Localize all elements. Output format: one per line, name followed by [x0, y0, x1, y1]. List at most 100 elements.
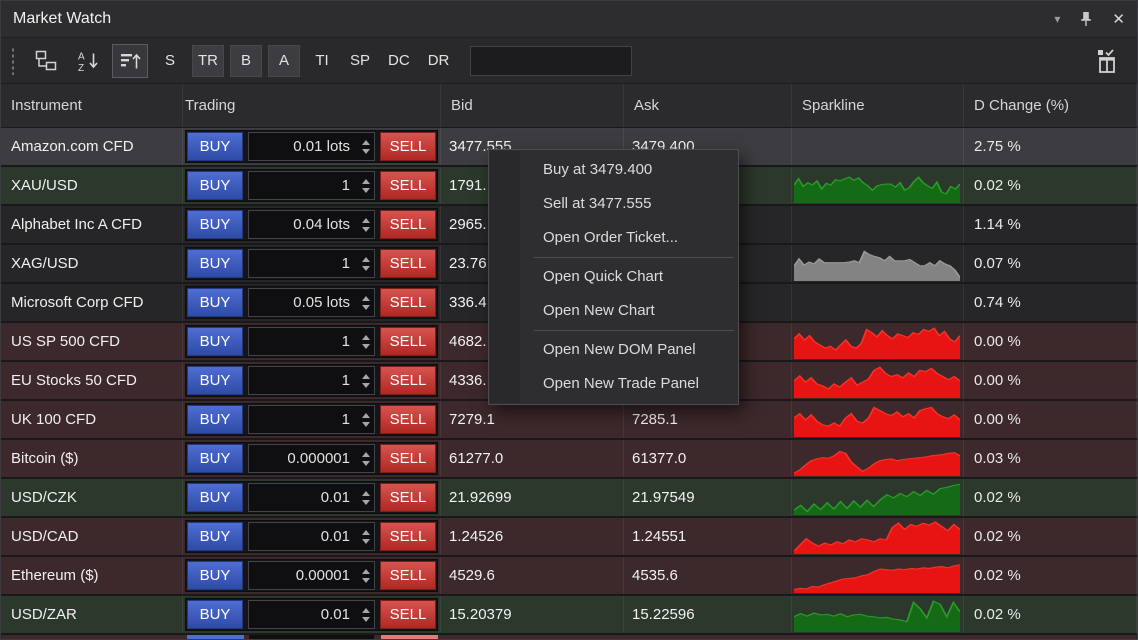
quantity-stepper[interactable]: 0.000001 — [248, 444, 375, 473]
ask-cell[interactable]: 21.97549 — [624, 479, 792, 516]
toolbar-filter-dc[interactable]: DC — [388, 52, 410, 69]
stepper-down-icon[interactable] — [361, 304, 370, 310]
context-menu-item-open-quick-chart[interactable]: Open Quick Chart — [543, 268, 664, 285]
stepper-up-icon[interactable] — [361, 139, 370, 145]
stepper-up-icon[interactable] — [361, 490, 370, 496]
stepper-up-icon[interactable] — [361, 295, 370, 301]
stepper-down-icon[interactable] — [361, 616, 370, 622]
buy-button[interactable]: BUY — [187, 600, 243, 629]
context-menu-item-open-new-chart[interactable]: Open New Chart — [543, 302, 655, 319]
drag-grip-icon[interactable] — [11, 46, 15, 75]
toolbar-filter-a[interactable]: A — [268, 44, 300, 77]
instrument-cell[interactable]: Bitcoin ($) — [1, 440, 183, 477]
toolbar-filter-sp[interactable]: SP — [350, 52, 371, 69]
toolbar-filter-dr[interactable]: DR — [427, 52, 450, 69]
ask-cell[interactable]: 15.22596 — [624, 596, 792, 633]
buy-button[interactable]: BUY — [187, 444, 243, 473]
buy-button[interactable]: BUY — [187, 405, 243, 434]
stepper-down-icon[interactable] — [361, 382, 370, 388]
sell-button[interactable]: SELL — [380, 327, 436, 356]
ask-cell[interactable]: 61377.0 — [624, 440, 792, 477]
quantity-stepper[interactable]: 0.00001 — [248, 561, 375, 590]
buy-button[interactable]: BUY — [187, 210, 243, 239]
stepper-down-icon[interactable] — [361, 499, 370, 505]
ask-cell[interactable]: 1.24551 — [624, 518, 792, 555]
instrument-cell[interactable]: Microsoft Corp CFD — [1, 284, 183, 321]
stepper-down-icon[interactable] — [361, 421, 370, 427]
stepper-up-icon[interactable] — [361, 256, 370, 262]
sell-button[interactable]: SELL — [380, 483, 436, 512]
stepper-up-icon[interactable] — [361, 568, 370, 574]
stepper-up-icon[interactable] — [361, 178, 370, 184]
stepper-up-icon[interactable] — [361, 217, 370, 223]
search-input[interactable] — [470, 45, 633, 76]
toolbar-filter-s[interactable]: S — [164, 52, 175, 69]
sell-button[interactable]: SELL — [380, 405, 436, 434]
buy-button[interactable]: BUY — [187, 366, 243, 395]
stepper-down-icon[interactable] — [361, 460, 370, 466]
quantity-stepper[interactable]: 1 — [248, 327, 375, 356]
column-chooser-icon[interactable] — [1089, 44, 1125, 78]
table-row[interactable]: EU Stocks 50 CFD BUY 1 SELL 4336. — [1, 362, 1137, 401]
bid-cell[interactable]: 4529.6 — [441, 557, 624, 594]
context-menu-item-buy-at-3479-400[interactable]: Buy at 3479.400 — [543, 161, 653, 178]
instrument-cell[interactable]: Alphabet Inc A CFD — [1, 206, 183, 243]
column-header-sparkline[interactable]: Sparkline — [792, 84, 964, 127]
instrument-cell[interactable]: UK 100 CFD — [1, 401, 183, 438]
stepper-up-icon[interactable] — [361, 373, 370, 379]
context-menu-item-open-new-dom-panel[interactable]: Open New DOM Panel — [543, 341, 696, 358]
stepper-up-icon[interactable] — [361, 607, 370, 613]
sell-button[interactable]: SELL — [380, 366, 436, 395]
stepper-up-icon[interactable] — [361, 334, 370, 340]
buy-button[interactable]: BUY — [187, 522, 243, 551]
stepper-down-icon[interactable] — [361, 343, 370, 349]
buy-button[interactable]: BUY — [187, 288, 243, 317]
sell-button[interactable]: SELL — [380, 210, 436, 239]
table-row[interactable]: Ethereum ($) BUY 0.00001 SELL 4529.6 453… — [1, 557, 1137, 596]
pin-icon[interactable] — [1080, 11, 1092, 27]
context-menu-item-sell-at-3477-555[interactable]: Sell at 3477.555 — [543, 195, 652, 212]
group-by-icon[interactable] — [28, 44, 64, 78]
buy-button[interactable]: BUY — [187, 561, 243, 590]
column-header-bid[interactable]: Bid — [441, 84, 624, 127]
instrument-cell[interactable]: US SP 500 CFD — [1, 323, 183, 360]
instrument-cell[interactable]: XAG/USD — [1, 245, 183, 282]
instrument-cell[interactable]: EU Stocks 50 CFD — [1, 362, 183, 399]
toolbar-filter-tr[interactable]: TR — [192, 44, 224, 77]
bid-cell[interactable]: 1.24526 — [441, 518, 624, 555]
buy-button[interactable]: BUY — [187, 132, 243, 161]
table-row[interactable]: USD/CZK BUY 0.01 SELL 21.92699 21.97549 — [1, 479, 1137, 518]
column-header-ask[interactable]: Ask — [624, 84, 792, 127]
buy-button[interactable]: BUY — [187, 249, 243, 278]
sort-alphabetical-icon[interactable]: A Z — [70, 44, 106, 78]
table-row[interactable]: Alphabet Inc A CFD BUY 0.04 lots SELL 29… — [1, 206, 1137, 245]
close-icon[interactable]: ✕ — [1112, 10, 1125, 28]
stepper-down-icon[interactable] — [361, 226, 370, 232]
stepper-down-icon[interactable] — [361, 187, 370, 193]
quantity-stepper[interactable]: 0.04 lots — [248, 210, 375, 239]
instrument-cell[interactable]: USD/CZK — [1, 479, 183, 516]
stepper-down-icon[interactable] — [361, 148, 370, 154]
sell-button[interactable]: SELL — [380, 561, 436, 590]
quantity-stepper[interactable]: 0.01 lots — [248, 132, 375, 161]
quantity-stepper[interactable]: 1 — [248, 366, 375, 395]
quantity-stepper[interactable]: 0.01 — [248, 600, 375, 629]
sell-button[interactable]: SELL — [380, 522, 436, 551]
column-header-instrument[interactable]: Instrument — [1, 84, 183, 127]
table-row[interactable]: USD/CAD BUY 0.01 SELL 1.24526 1.24551 — [1, 518, 1137, 557]
column-header-d-change-[interactable]: D Change (%) — [964, 84, 1137, 127]
sell-button[interactable]: SELL — [380, 132, 436, 161]
stepper-up-icon[interactable] — [361, 451, 370, 457]
quantity-stepper[interactable]: 0.01 — [248, 522, 375, 551]
chevron-down-icon[interactable]: ▾ — [1054, 12, 1061, 26]
bid-cell[interactable]: 7279.1 — [441, 401, 624, 438]
instrument-cell[interactable]: Amazon.com CFD — [1, 128, 183, 165]
sell-button[interactable]: SELL — [380, 171, 436, 200]
table-row[interactable]: Bitcoin ($) BUY 0.000001 SELL 61277.0 61… — [1, 440, 1137, 479]
toolbar-filter-ti[interactable]: TI — [315, 52, 329, 69]
stepper-down-icon[interactable] — [361, 577, 370, 583]
context-menu-item-open-order-ticket-[interactable]: Open Order Ticket... — [543, 229, 679, 246]
instrument-cell[interactable]: USD/CAD — [1, 518, 183, 555]
sell-button[interactable]: SELL — [380, 249, 436, 278]
ask-cell[interactable]: 7285.1 — [624, 401, 792, 438]
